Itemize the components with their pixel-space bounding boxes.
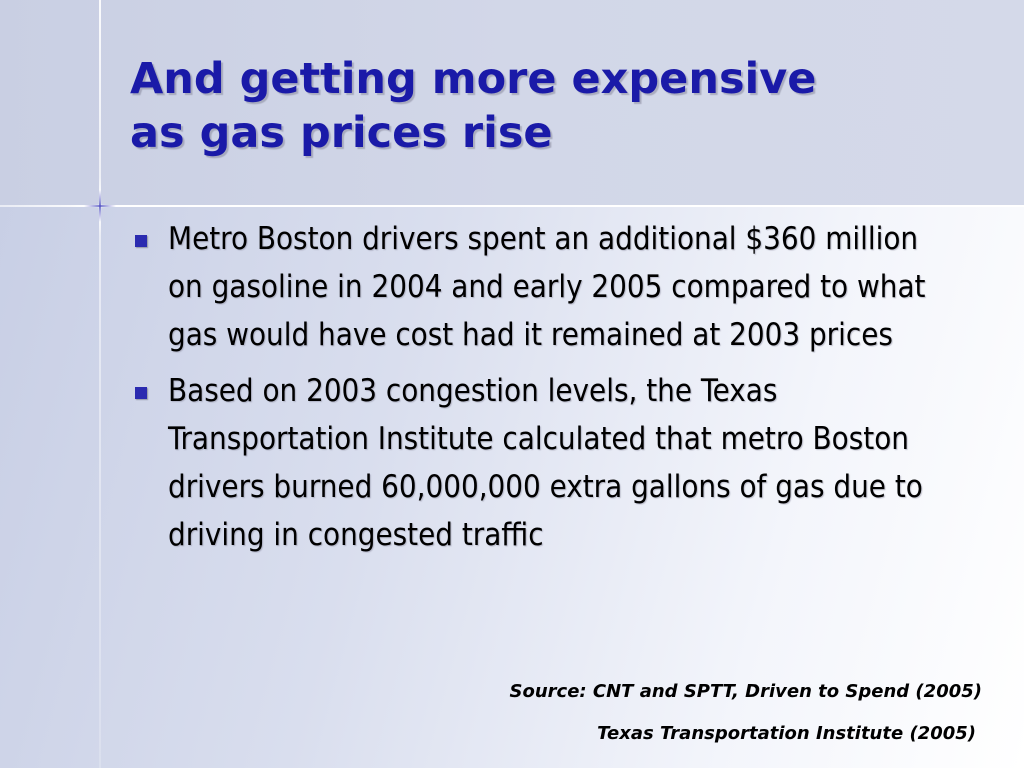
bullet-text: Metro Boston drivers spent an additional… [168,221,926,353]
decorative-vertical-line [99,0,101,768]
slide-title-line-1: And getting more expensive [130,54,817,104]
bullet-text: Based on 2003 congestion levels, the Tex… [168,373,923,553]
slide-title-line-2: as gas prices rise [130,108,553,158]
square-bullet-icon [135,387,147,399]
bullet-list: Metro Boston drivers spent an additional… [135,215,955,567]
square-bullet-icon [135,235,147,247]
bullet-item: Based on 2003 congestion levels, the Tex… [135,367,955,559]
slide-title: And getting more expensive as gas prices… [130,52,990,160]
source-citation: Source: CNT and SPTT, Driven to Spend (2… [509,681,982,702]
sparkle-icon [70,176,130,236]
bullet-item: Metro Boston drivers spent an additional… [135,215,955,359]
title-band [0,0,1024,205]
source-citation-secondary: Texas Transportation Institute (2005) [597,723,976,744]
decorative-horizontal-line [0,205,1024,207]
